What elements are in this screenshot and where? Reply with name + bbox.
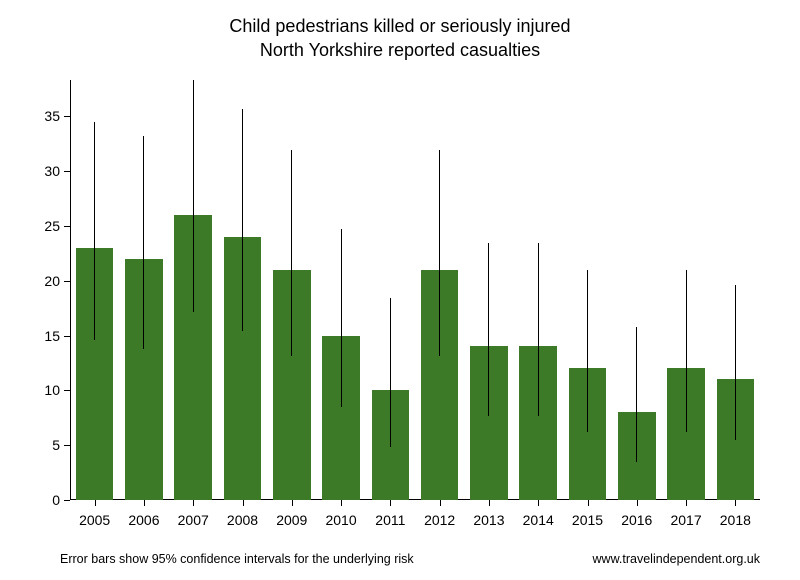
y-tick (64, 171, 70, 172)
x-tick (144, 500, 145, 506)
y-tick (64, 500, 70, 501)
x-tick (637, 500, 638, 506)
plot-area: 0510152025303520052006200720082009201020… (70, 80, 760, 500)
y-tick-label: 20 (44, 273, 60, 289)
y-tick-label: 5 (52, 437, 60, 453)
x-tick-label: 2012 (424, 512, 455, 528)
error-bar (242, 109, 243, 332)
x-tick-label: 2015 (572, 512, 603, 528)
x-tick-label: 2009 (276, 512, 307, 528)
error-bar (636, 327, 637, 462)
x-tick-label: 2017 (670, 512, 701, 528)
y-tick-label: 0 (52, 492, 60, 508)
error-bar (686, 270, 687, 432)
title-line-2: North Yorkshire reported casualties (0, 38, 800, 62)
error-bar (291, 150, 292, 356)
x-tick-label: 2007 (178, 512, 209, 528)
x-tick (588, 500, 589, 506)
x-tick (686, 500, 687, 506)
error-bar (538, 243, 539, 415)
error-bar (439, 150, 440, 356)
chart-container: Child pedestrians killed or seriously in… (0, 0, 800, 580)
y-tick (64, 116, 70, 117)
x-tick-label: 2014 (523, 512, 554, 528)
x-tick (489, 500, 490, 506)
y-tick (64, 281, 70, 282)
x-tick (95, 500, 96, 506)
y-tick-label: 35 (44, 108, 60, 124)
x-tick (193, 500, 194, 506)
y-tick-label: 30 (44, 163, 60, 179)
x-tick (243, 500, 244, 506)
footnote-left: Error bars show 95% confidence intervals… (60, 552, 414, 566)
error-bar (390, 298, 391, 447)
x-tick-label: 2011 (375, 512, 405, 528)
y-tick (64, 390, 70, 391)
error-bar (143, 136, 144, 349)
x-tick (292, 500, 293, 506)
y-tick-label: 25 (44, 218, 60, 234)
footnote-right: www.travelindependent.org.uk (593, 552, 760, 566)
x-tick-label: 2005 (79, 512, 110, 528)
x-tick (390, 500, 391, 506)
title-line-1: Child pedestrians killed or seriously in… (0, 14, 800, 38)
y-tick-label: 10 (44, 382, 60, 398)
error-bar (341, 229, 342, 407)
x-tick-label: 2008 (227, 512, 258, 528)
x-tick (735, 500, 736, 506)
x-tick-label: 2018 (720, 512, 751, 528)
x-tick (538, 500, 539, 506)
y-tick-label: 15 (44, 328, 60, 344)
x-tick (440, 500, 441, 506)
y-axis (70, 80, 71, 500)
error-bar (735, 285, 736, 440)
x-tick (341, 500, 342, 506)
y-tick (64, 336, 70, 337)
x-tick-label: 2006 (128, 512, 159, 528)
error-bar (587, 270, 588, 432)
chart-title: Child pedestrians killed or seriously in… (0, 14, 800, 63)
y-tick (64, 445, 70, 446)
x-tick-label: 2013 (473, 512, 504, 528)
y-tick (64, 226, 70, 227)
x-tick-label: 2016 (621, 512, 652, 528)
error-bar (94, 122, 95, 340)
error-bar (193, 80, 194, 312)
error-bar (488, 243, 489, 415)
x-tick-label: 2010 (325, 512, 356, 528)
